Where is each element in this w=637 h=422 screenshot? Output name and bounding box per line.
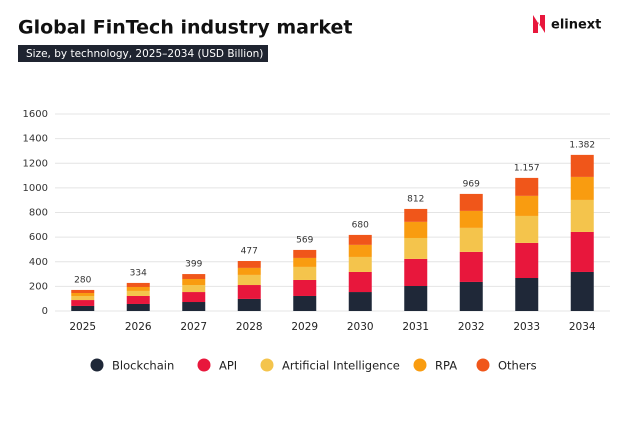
legend-label: Others (498, 359, 537, 373)
total-label: 1.382 (569, 140, 595, 150)
bar-segment (237, 261, 261, 268)
bar-segment (293, 295, 317, 311)
bar-segment (71, 289, 95, 294)
x-tick-label: 2025 (69, 321, 96, 333)
x-tick-label: 2026 (125, 321, 152, 333)
bar-segment (237, 285, 261, 299)
bar-segment (293, 266, 317, 280)
logo-icon (533, 15, 545, 33)
bar-segment (570, 231, 594, 272)
x-tick-label: 2032 (458, 321, 485, 333)
total-label: 399 (185, 260, 202, 270)
bar-segment (404, 237, 428, 259)
bar-segment (237, 267, 261, 275)
bar-segment (237, 274, 261, 286)
total-label: 1.157 (514, 163, 540, 173)
y-tick-label: 1600 (23, 109, 48, 120)
bar-segment (293, 279, 317, 296)
legend-marker (90, 358, 104, 372)
legend-label: Blockchain (112, 359, 174, 373)
bar-segment (182, 274, 206, 279)
bar-segment (293, 249, 317, 258)
bar-segment (459, 210, 483, 228)
bar-segment (570, 176, 594, 200)
logo: elinext (533, 15, 601, 33)
y-tick-label: 400 (29, 257, 48, 268)
total-label: 680 (352, 220, 369, 230)
legend-marker (413, 358, 427, 372)
subtitle-box (18, 45, 268, 62)
bar-segment (348, 256, 372, 272)
bar-segment (182, 278, 206, 286)
total-label: 280 (74, 275, 91, 285)
x-tick-label: 2028 (236, 321, 263, 333)
x-tick-label: 2027 (180, 321, 207, 333)
bar-segment (126, 286, 150, 291)
bar-segment (404, 286, 428, 311)
bar-segment (126, 295, 150, 304)
bar-segment (182, 302, 206, 311)
bar-segment (348, 244, 372, 257)
total-label: 477 (241, 247, 258, 257)
bar-segment (570, 154, 594, 177)
bar-segment (515, 177, 539, 196)
bar-segment (459, 193, 483, 211)
total-label: 969 (463, 179, 480, 189)
y-tick-label: 200 (29, 281, 48, 292)
bar-segment (459, 251, 483, 282)
x-tick-label: 2034 (569, 321, 596, 333)
bar-segment (515, 215, 539, 243)
bar-segment (126, 282, 150, 287)
bar-segment (404, 258, 428, 287)
legend-label: Artificial Intelligence (282, 359, 400, 373)
bar-segment (570, 199, 594, 232)
bar-segment (459, 227, 483, 252)
y-tick-label: 1200 (23, 158, 48, 169)
bar-segment (515, 242, 539, 279)
total-label: 569 (296, 235, 313, 245)
legend-label: API (219, 359, 237, 373)
chart-subtitle: Size, by technology, 2025–2034 (USD Bill… (26, 48, 263, 60)
legend-marker (260, 358, 274, 372)
bar-segment (126, 303, 150, 311)
legend-label: RPA (435, 359, 457, 373)
y-tick-label: 0 (42, 306, 48, 317)
bar-segment (348, 234, 372, 245)
bar-segment (126, 290, 150, 296)
bar-segment (459, 281, 483, 311)
total-label: 334 (130, 268, 147, 278)
bar-segment (404, 221, 428, 238)
y-tick-label: 1000 (23, 183, 48, 194)
bar-segment (570, 271, 594, 311)
bar-segment (515, 278, 539, 311)
x-tick-label: 2033 (513, 321, 540, 333)
bar-segment (348, 292, 372, 311)
chart-title: Global FinTech industry market (18, 17, 352, 39)
bar-segment (71, 305, 95, 311)
bar-segment (404, 208, 428, 222)
total-label: 812 (407, 194, 424, 204)
bar-segment (237, 298, 261, 311)
bar-segment (71, 295, 95, 301)
legend-marker (476, 358, 490, 372)
bar-segment (348, 271, 372, 293)
y-tick-label: 600 (29, 232, 48, 243)
x-tick-label: 2030 (347, 321, 374, 333)
bar-segment (71, 293, 95, 296)
x-tick-label: 2031 (402, 321, 429, 333)
y-tick-label: 800 (29, 208, 48, 219)
bar-segment (182, 285, 206, 293)
y-tick-label: 1400 (23, 134, 48, 145)
bar-segment (293, 257, 317, 267)
bar-segment (71, 300, 95, 306)
logo-text: elinext (551, 18, 601, 33)
x-tick-label: 2029 (291, 321, 318, 333)
bar-segment (182, 292, 206, 303)
legend-marker (197, 358, 211, 372)
bar-segment (515, 195, 539, 216)
